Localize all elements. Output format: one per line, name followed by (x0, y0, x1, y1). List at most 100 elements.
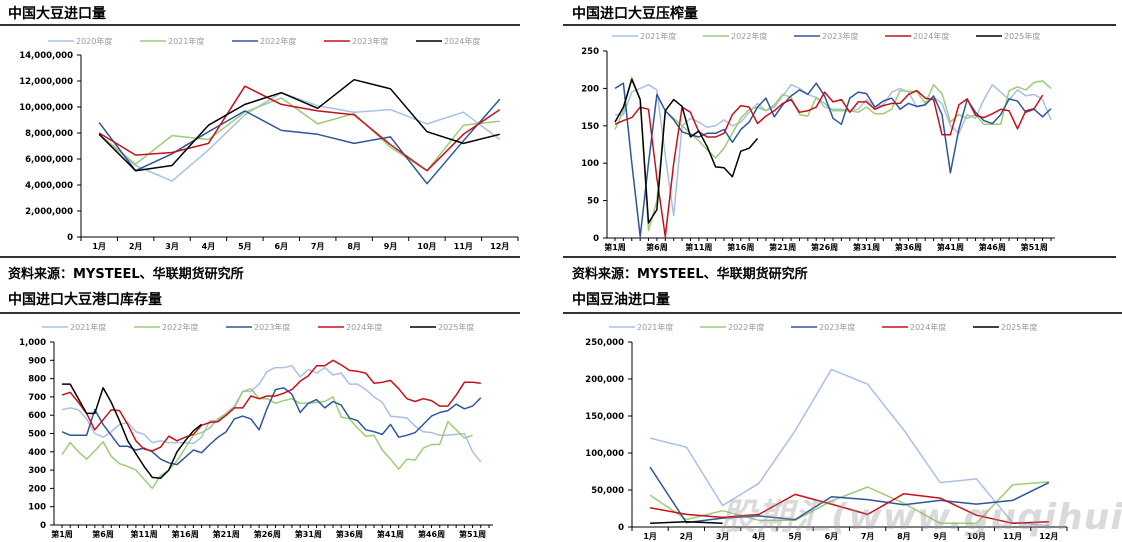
chart3-y-tick-label: 800 (28, 375, 46, 385)
chart3-y-tick-label: 500 (28, 430, 46, 440)
chart4-x-tick-label: 3月 (716, 532, 730, 541)
chart2-series-2023年度 (614, 82, 1052, 238)
chart3-x-tick-label: 第26周 (254, 529, 281, 539)
chart3-title: 中国进口大豆港口库存量 (8, 292, 162, 308)
chart1-x-tick-label: 5月 (238, 242, 252, 251)
chart1-y-tick-label: 14,000,000 (19, 51, 73, 61)
chart1-x-tick-label: 11月 (454, 242, 473, 251)
chart3-series-2022年度 (61, 387, 473, 490)
chart1-series-2021年度 (98, 97, 500, 172)
chart2-x-tick-label: 第16周 (727, 242, 754, 252)
chart2-legend-label: 2025年度 (1004, 31, 1040, 41)
chart1-legend-label: 2021年度 (168, 36, 204, 46)
chart3-y-tick-label: 700 (28, 393, 46, 403)
chart2-x-tick-label: 第6周 (646, 242, 668, 252)
chart2-y-tick-label: 50 (587, 197, 599, 207)
chart2-y-tick-label: 250 (581, 47, 599, 57)
chart3-y-tick-label: 600 (28, 411, 46, 421)
chart1-legend-label: 2022年度 (260, 36, 296, 46)
chart4-x-tick-label: 12月 (1039, 532, 1058, 541)
chart3-y-tick-label: 200 (28, 484, 46, 494)
chart1-x-tick-label: 3月 (165, 242, 179, 251)
chart1-x-tick-label: 6月 (275, 242, 289, 251)
chart2-x-tick-label: 第1周 (604, 242, 626, 252)
chart2-legend-label: 2021年度 (640, 31, 676, 41)
chart4-legend-label: 2025年度 (1001, 322, 1037, 332)
chart4-y-tick-label: 200,000 (585, 375, 624, 385)
chart2-x-tick-label: 第11周 (685, 242, 712, 252)
chart1-x-tick-label: 1月 (92, 242, 106, 251)
chart1-legend-label: 2023年度 (352, 36, 388, 46)
chart3-x-tick-label: 第16周 (172, 529, 199, 539)
chart2-source: 资料来源：MYSTEEL、华联期货研究所 (572, 267, 808, 282)
chart2-legend-label: 2023年度 (822, 31, 858, 41)
chart2-bottom-rule (563, 256, 1116, 258)
chart3-legend-label: 2023年度 (254, 322, 290, 332)
chart3-y-tick-label: 400 (28, 448, 46, 458)
chart1-series-2023年度 (98, 85, 501, 172)
chart2-series-2022年度 (614, 76, 1052, 232)
chart4-y-tick-label: 150,000 (585, 412, 624, 422)
chart4-series-2024年度 (649, 492, 1049, 525)
chart4-legend-label: 2023年度 (819, 322, 855, 332)
chart2-series-2021年度 (615, 83, 1052, 217)
chart3-x-tick-label: 第46周 (418, 529, 445, 539)
chart1-y-tick-label: 12,000,000 (19, 77, 73, 87)
chart4-x-tick-label: 9月 (933, 532, 947, 541)
chart2-legend-label: 2024年度 (913, 31, 949, 41)
chart4-x-tick-label: 1月 (643, 532, 657, 541)
chart3-x-tick-label: 第31周 (295, 529, 322, 539)
chart4-y-tick-label: 100,000 (585, 449, 624, 459)
chart1-y-tick-label: 10,000,000 (19, 103, 73, 113)
chart3-y-tick-label: 100 (28, 503, 46, 513)
chart2-x-tick-label: 第46周 (979, 242, 1006, 252)
chart1-x-tick-label: 8月 (347, 242, 361, 251)
chart2-y-tick-label: 0 (593, 234, 599, 244)
chart1-divider (0, 24, 520, 26)
chart4-series-2023年度 (649, 466, 1050, 524)
chart4-x-tick-label: 6月 (825, 532, 839, 541)
chart1-title: 中国大豆进口量 (8, 6, 106, 22)
chart2-x-tick-label: 第36周 (895, 242, 922, 252)
chart4-title: 中国豆油进口量 (572, 292, 670, 308)
chart3-legend-label: 2022年度 (162, 322, 198, 332)
chart1-source: 资料来源：MYSTEEL、华联期货研究所 (8, 267, 244, 282)
chart2-y-tick-label: 200 (581, 84, 599, 94)
chart3-x-tick-label: 第6周 (92, 529, 114, 539)
chart3-x-tick-label: 第1周 (51, 529, 73, 539)
chart2-divider (563, 24, 1116, 26)
chart1-series-2022年度 (98, 98, 501, 185)
chart4-series-2025年度 (650, 521, 723, 525)
chart4-x-tick-label: 5月 (788, 532, 802, 541)
chart1-bottom-rule (0, 256, 520, 258)
chart4-y-tick-label: 250,000 (585, 338, 624, 348)
chart3-x-tick-label: 第41周 (377, 529, 404, 539)
chart4-x-tick-label: 10月 (967, 532, 986, 541)
chart4-x-tick-label: 7月 (861, 532, 875, 541)
chart3-series-2024年度 (61, 359, 481, 452)
chart2-series-2024年度 (614, 89, 1044, 238)
chart2-x-tick-label: 第41周 (937, 242, 964, 252)
chart1-series-2024年度 (98, 78, 500, 172)
chart2-x-tick-label: 第51周 (1021, 242, 1048, 252)
chart3-x-tick-label: 第36周 (336, 529, 363, 539)
chart4-x-tick-label: 2月 (680, 532, 694, 541)
chart1-y-tick-label: 4,000,000 (25, 181, 73, 191)
chart1-x-tick-label: 12月 (490, 242, 509, 251)
chart2-x-tick-label: 第21周 (769, 242, 796, 252)
chart3-legend-label: 2025年度 (438, 322, 474, 332)
chart3-legend-label: 2024年度 (346, 322, 382, 332)
chart3-x-tick-label: 第51周 (459, 529, 486, 539)
chart2-x-tick-label: 第31周 (853, 242, 880, 252)
chart4-y-tick-label: 0 (618, 523, 624, 533)
chart4-legend-label: 2021年度 (637, 322, 673, 332)
chart4-series-2021年度 (649, 368, 1049, 527)
chart3-y-tick-label: 300 (28, 466, 46, 476)
chart2-y-tick-label: 150 (581, 122, 599, 132)
chart1-y-tick-label: 6,000,000 (25, 155, 73, 165)
chart1-x-tick-label: 9月 (384, 242, 398, 251)
chart1-y-tick-label: 8,000,000 (25, 129, 73, 139)
chart4-legend-label: 2024年度 (910, 322, 946, 332)
chart1-x-tick-label: 7月 (311, 242, 325, 251)
